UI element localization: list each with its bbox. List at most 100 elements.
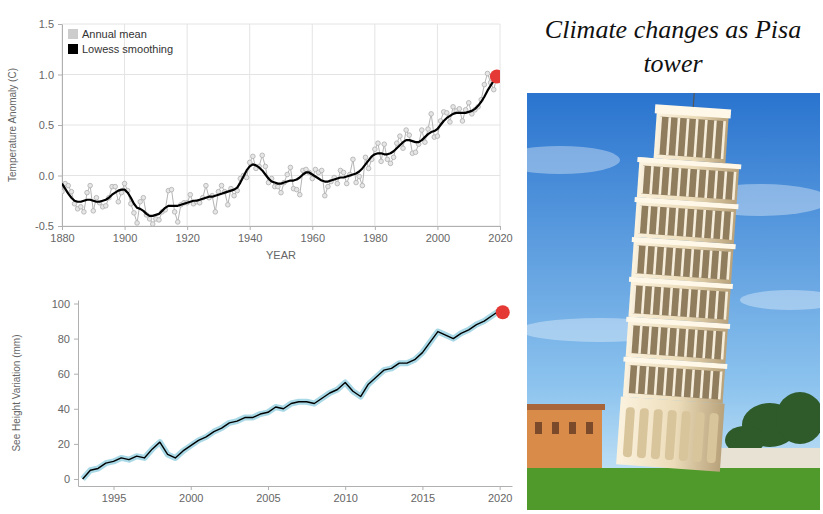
highlight-point	[490, 70, 500, 84]
column	[629, 325, 634, 353]
column	[692, 209, 697, 237]
marker	[247, 160, 252, 165]
marker	[319, 168, 324, 173]
column	[712, 331, 717, 359]
marker	[391, 155, 396, 160]
marker	[226, 202, 231, 207]
marker	[460, 119, 465, 124]
column	[695, 169, 700, 197]
tick-label: 1995	[102, 492, 126, 504]
tick: 2010	[333, 486, 357, 504]
tick-label: 1880	[50, 232, 74, 244]
column	[712, 120, 717, 158]
tower	[616, 93, 747, 472]
tick-label: 2000	[426, 232, 450, 244]
tick: -0.5	[35, 220, 62, 232]
tick: 20	[58, 438, 78, 450]
column	[702, 120, 707, 158]
highlight-point	[496, 305, 510, 319]
column	[659, 287, 664, 315]
column	[675, 328, 680, 356]
legend-item: Annual mean	[68, 28, 147, 40]
marker	[157, 218, 162, 223]
column	[729, 212, 734, 240]
line-band	[83, 311, 500, 479]
tick-label: -0.5	[35, 220, 54, 232]
axis-line	[62, 25, 63, 227]
tick-mark	[437, 226, 438, 230]
marker	[263, 164, 268, 169]
tick-label: 1.0	[39, 69, 54, 81]
marker	[401, 146, 406, 151]
grass	[527, 468, 820, 510]
grid-line	[62, 175, 500, 176]
column	[718, 371, 723, 399]
column	[723, 171, 728, 199]
tick: 2000	[179, 486, 203, 504]
axis-line	[78, 301, 79, 487]
marker	[85, 190, 90, 195]
column	[671, 248, 676, 276]
column	[705, 290, 710, 318]
axis-line	[63, 226, 501, 227]
legend-swatch	[68, 44, 78, 54]
title: Climate changes as Pisatower	[545, 15, 801, 78]
marker	[376, 141, 381, 146]
plot-marks	[62, 70, 500, 226]
flagpole	[693, 93, 695, 107]
column	[684, 118, 689, 156]
marker	[407, 133, 412, 138]
tick-mark	[500, 486, 501, 490]
tick-mark	[191, 486, 192, 490]
title-line: Climate changes as Pisa	[545, 15, 801, 44]
grid-line	[62, 74, 500, 75]
column	[644, 246, 649, 274]
blind-arch	[692, 412, 704, 463]
marker	[413, 150, 418, 155]
marker	[354, 180, 359, 185]
column	[686, 169, 691, 197]
marker	[335, 181, 340, 186]
column	[717, 251, 722, 279]
marker	[385, 157, 390, 162]
legend: Annual meanLowess smoothing	[68, 28, 173, 55]
marker	[310, 176, 315, 181]
tick-mark	[74, 304, 78, 305]
column	[700, 370, 705, 398]
plot-marks	[83, 305, 510, 479]
tree	[776, 392, 820, 444]
grid-line	[62, 226, 500, 227]
legend-swatch	[68, 29, 78, 39]
tick-mark	[250, 226, 251, 230]
tick-mark	[58, 226, 62, 227]
column	[666, 328, 671, 356]
y-axis: 020406080100	[52, 298, 79, 487]
marker	[326, 184, 331, 189]
column	[690, 369, 695, 397]
marker	[150, 222, 155, 226]
tick-mark	[74, 444, 78, 445]
gallery-shadow	[633, 285, 727, 319]
marker	[491, 87, 496, 92]
column	[641, 286, 646, 314]
marker	[379, 159, 384, 164]
column	[680, 248, 685, 276]
tick-mark	[345, 486, 346, 490]
marker	[423, 140, 428, 145]
marker	[398, 134, 403, 139]
building-roof	[527, 404, 605, 410]
tick: 1940	[238, 226, 262, 244]
window	[535, 422, 542, 434]
gallery-shadow	[641, 166, 735, 200]
window	[569, 422, 576, 434]
tick: 2000	[426, 226, 450, 244]
column	[658, 167, 663, 195]
marker	[141, 195, 146, 200]
column	[666, 117, 671, 155]
column	[653, 247, 658, 275]
tick-mark	[74, 409, 78, 410]
marker	[113, 184, 118, 189]
column	[647, 326, 652, 354]
marker	[482, 82, 487, 87]
marker	[135, 221, 140, 226]
